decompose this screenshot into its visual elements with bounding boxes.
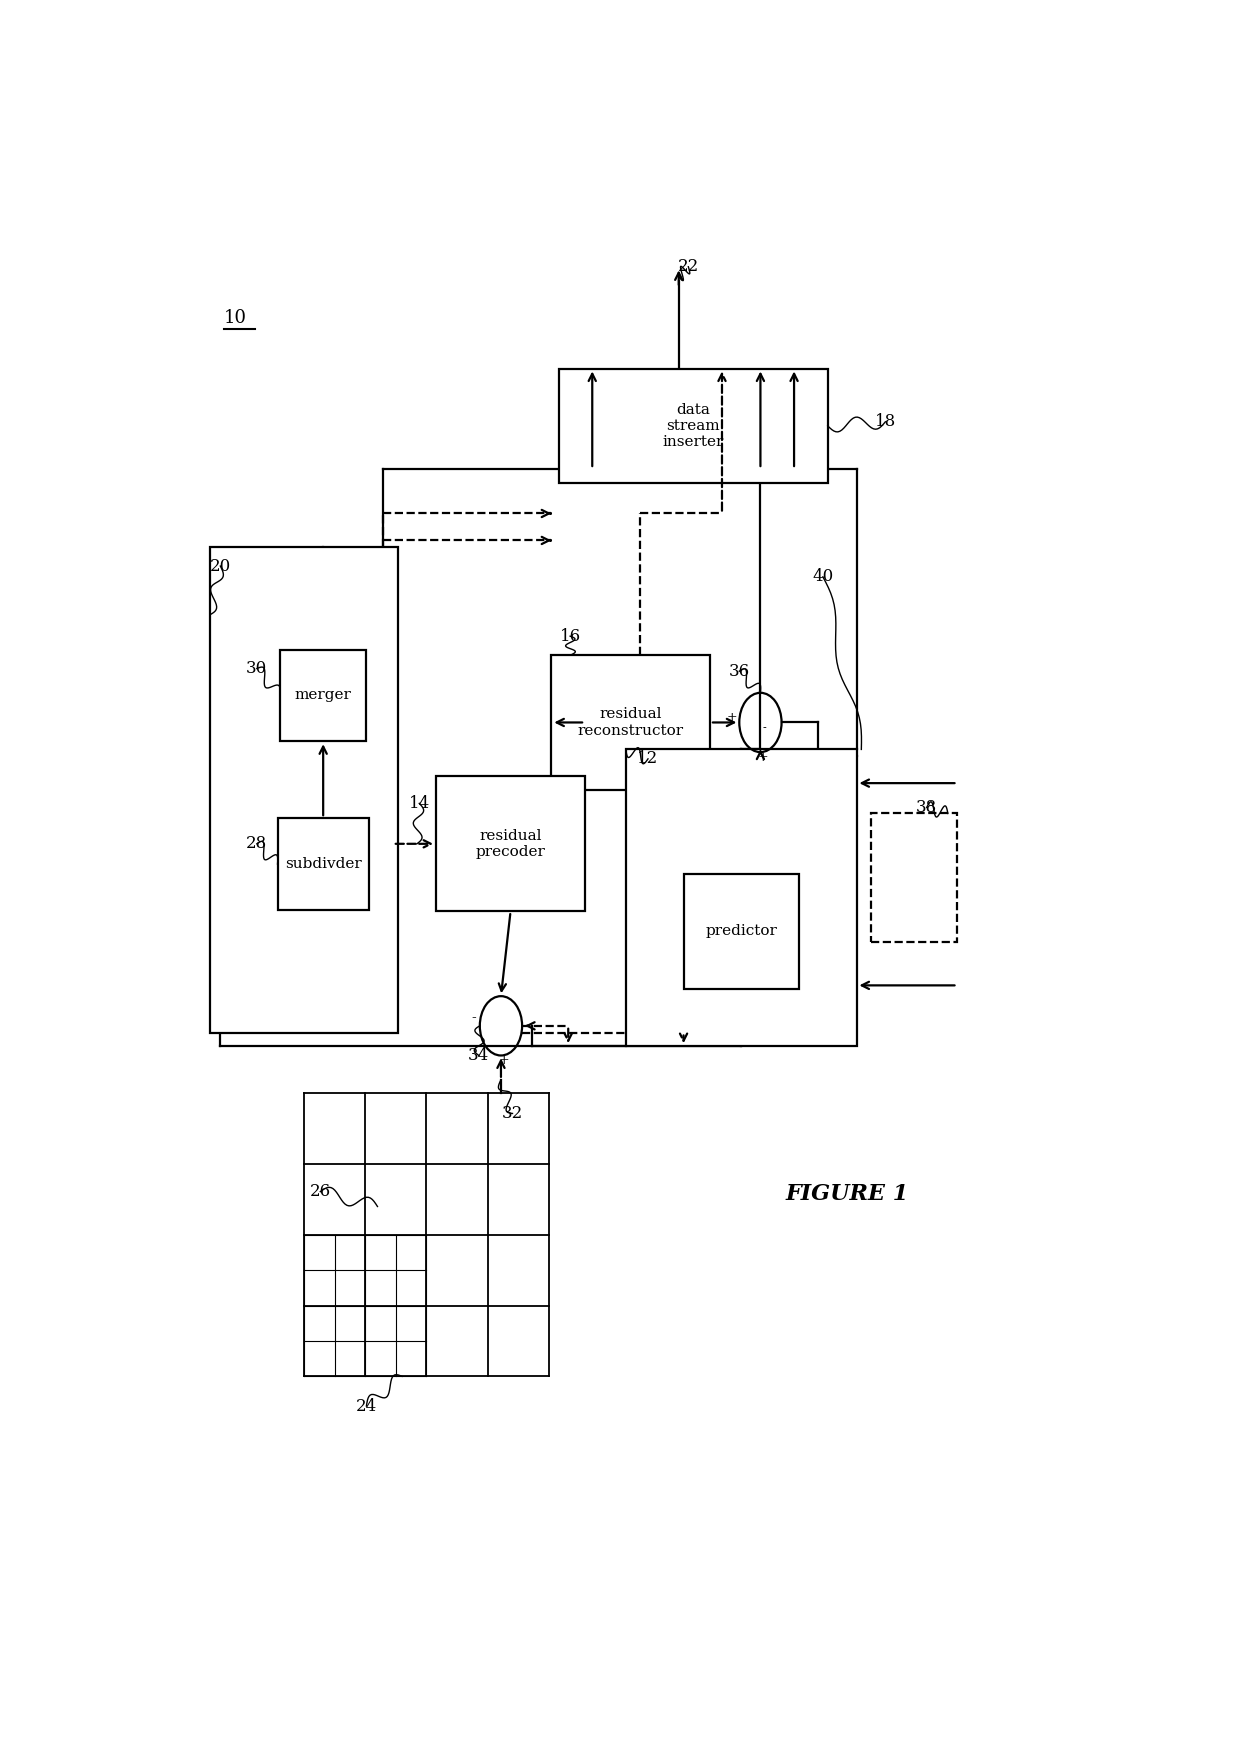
Text: FIGURE 1: FIGURE 1: [785, 1184, 909, 1205]
Text: 32: 32: [502, 1105, 523, 1122]
Text: 12: 12: [637, 751, 658, 767]
Text: data
stream
inserter: data stream inserter: [662, 403, 724, 448]
Text: residual
precoder: residual precoder: [476, 828, 546, 860]
Text: 30: 30: [247, 660, 268, 678]
FancyBboxPatch shape: [280, 650, 367, 741]
Text: 18: 18: [874, 413, 897, 431]
Text: 34: 34: [469, 1047, 490, 1065]
Text: 22: 22: [678, 257, 699, 275]
Text: 10: 10: [224, 308, 247, 327]
Text: 14: 14: [409, 795, 430, 812]
Text: 24: 24: [356, 1397, 377, 1415]
Text: 40: 40: [812, 569, 833, 585]
Text: 28: 28: [247, 835, 268, 853]
Text: residual
reconstructor: residual reconstructor: [578, 707, 683, 737]
FancyBboxPatch shape: [683, 874, 799, 989]
Text: -: -: [471, 1010, 476, 1024]
Text: +: +: [758, 751, 769, 763]
FancyBboxPatch shape: [278, 818, 368, 911]
FancyBboxPatch shape: [626, 749, 857, 1045]
Text: +: +: [498, 1054, 510, 1068]
FancyBboxPatch shape: [559, 368, 828, 483]
Text: +: +: [727, 711, 737, 723]
Text: merger: merger: [295, 688, 352, 702]
Text: 20: 20: [210, 557, 231, 574]
Text: 36: 36: [729, 662, 750, 679]
FancyBboxPatch shape: [552, 655, 711, 790]
Text: 38: 38: [916, 798, 937, 816]
Text: subdivder: subdivder: [285, 856, 362, 870]
Text: 16: 16: [559, 627, 580, 644]
Text: 26: 26: [310, 1184, 331, 1199]
FancyBboxPatch shape: [211, 548, 398, 1033]
Text: predictor: predictor: [706, 925, 777, 939]
FancyBboxPatch shape: [436, 776, 585, 911]
FancyBboxPatch shape: [870, 814, 957, 942]
Text: -: -: [763, 723, 766, 734]
